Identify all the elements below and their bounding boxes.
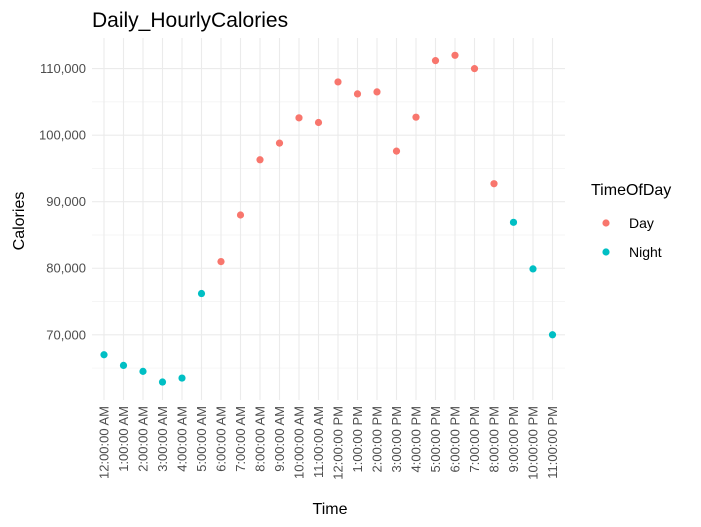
data-point-day bbox=[373, 88, 381, 96]
legend-key-day bbox=[602, 219, 610, 227]
data-point-day bbox=[314, 118, 323, 127]
x-tick-label: 1:00:00 PM bbox=[350, 406, 365, 473]
x-tick-label: 6:00:00 PM bbox=[448, 406, 463, 473]
x-tick-label: 12:00:00 PM bbox=[331, 406, 346, 480]
x-tick-label: 9:00:00 AM bbox=[272, 406, 287, 472]
x-tick-label: 9:00:00 PM bbox=[506, 406, 521, 473]
x-tick-label: 10:00:00 PM bbox=[526, 406, 541, 480]
x-tick-label: 8:00:00 AM bbox=[253, 406, 268, 472]
data-point-day bbox=[431, 57, 440, 65]
data-point-night bbox=[197, 289, 206, 298]
x-tick-label: 11:00:00 PM bbox=[545, 406, 560, 479]
x-tick-label: 5:00:00 AM bbox=[194, 406, 209, 472]
data-point-day bbox=[412, 113, 420, 121]
data-point-night bbox=[548, 331, 557, 339]
data-points bbox=[100, 51, 557, 386]
legend: TimeOfDay Day Night bbox=[591, 182, 671, 260]
x-tick-label: 3:00:00 PM bbox=[389, 406, 404, 473]
data-point-day bbox=[392, 147, 401, 155]
chart-title: Daily_HourlyCalories bbox=[92, 9, 288, 32]
data-point-day bbox=[236, 211, 245, 219]
data-point-day bbox=[275, 139, 284, 147]
data-point-day bbox=[353, 90, 362, 98]
legend-entries: Day Night bbox=[602, 215, 662, 260]
x-tick-label: 6:00:00 AM bbox=[214, 406, 229, 472]
plot-grid bbox=[92, 38, 565, 400]
data-point-night bbox=[178, 374, 186, 382]
data-point-night bbox=[529, 265, 537, 273]
y-tick-label: 110,000 bbox=[40, 61, 86, 76]
x-tick-label: 11:00:00 AM bbox=[311, 406, 326, 478]
x-axis-title: Time bbox=[313, 501, 348, 518]
y-axis-title: Calories bbox=[11, 192, 28, 251]
x-tick-label: 5:00:00 PM bbox=[428, 406, 443, 473]
x-tick-label: 1:00:00 AM bbox=[116, 406, 131, 472]
data-point-day bbox=[470, 65, 479, 73]
x-tick-label: 3:00:00 AM bbox=[155, 406, 170, 472]
legend-label-day: Day bbox=[629, 215, 654, 231]
x-tick-label: 4:00:00 PM bbox=[409, 406, 424, 473]
legend-key-night bbox=[602, 248, 610, 256]
y-tick-label: 100,000 bbox=[39, 128, 86, 143]
x-tick-label: 10:00:00 AM bbox=[292, 406, 307, 479]
x-tick-label: 7:00:00 AM bbox=[233, 406, 248, 472]
data-point-day bbox=[295, 114, 303, 122]
y-axis-ticks: 70,000 80,000 90,000 100,000 110,000 bbox=[39, 61, 86, 342]
x-tick-label: 8:00:00 PM bbox=[487, 406, 502, 473]
data-point-night bbox=[139, 367, 147, 375]
data-point-night bbox=[509, 218, 518, 226]
x-tick-label: 2:00:00 AM bbox=[136, 406, 151, 472]
data-point-day bbox=[256, 156, 264, 164]
data-point-day bbox=[217, 257, 225, 266]
data-point-day bbox=[451, 51, 459, 59]
x-axis-ticks: 12:00:00 AM 1:00:00 AM 2:00:00 AM 3:00:00 A… bbox=[97, 406, 561, 480]
y-tick-label: 80,000 bbox=[46, 261, 86, 276]
data-point-night bbox=[119, 361, 128, 369]
y-tick-label: 70,000 bbox=[46, 327, 86, 342]
data-point-day bbox=[490, 180, 498, 188]
x-tick-label: 12:00:00 AM bbox=[97, 406, 112, 479]
x-tick-label: 7:00:00 PM bbox=[467, 406, 482, 473]
y-tick-label: 90,000 bbox=[46, 194, 86, 209]
data-point-night bbox=[100, 351, 108, 359]
x-tick-label: 4:00:00 AM bbox=[175, 406, 190, 472]
x-tick-label: 2:00:00 PM bbox=[370, 406, 385, 473]
legend-title: TimeOfDay bbox=[591, 182, 671, 199]
data-point-day bbox=[334, 78, 342, 86]
data-point-night bbox=[158, 378, 167, 386]
legend-label-night: Night bbox=[629, 244, 662, 260]
